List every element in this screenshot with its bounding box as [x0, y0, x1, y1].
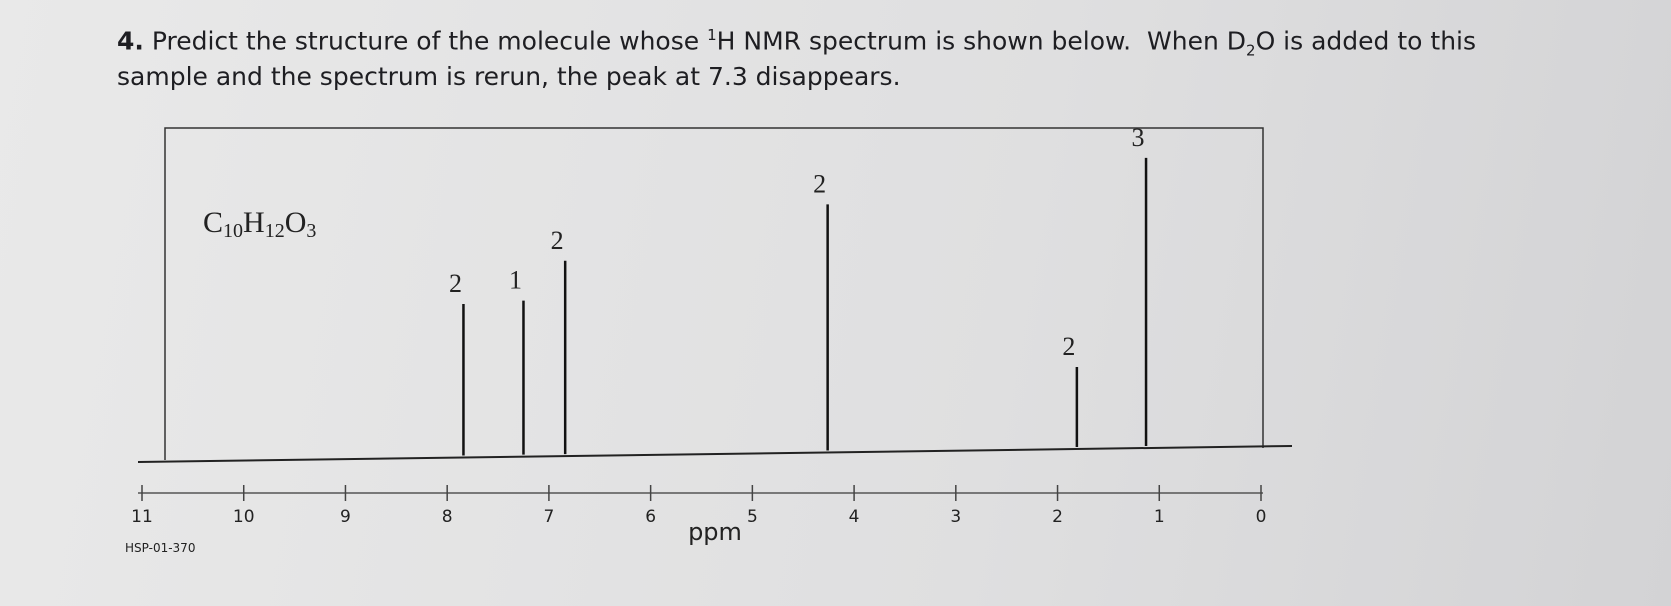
formula-sub: 12: [265, 220, 285, 242]
integration-label: 3: [1132, 123, 1145, 152]
subscript: 2: [1246, 41, 1256, 60]
formula-sub: 3: [306, 220, 316, 242]
x-tick-label: 4: [849, 507, 860, 527]
x-tick-label: 3: [950, 507, 961, 527]
integration-label: 2: [449, 269, 462, 298]
x-tick-label: 5: [747, 507, 758, 527]
x-tick-label: 1: [1154, 507, 1165, 527]
superscript: 1: [707, 26, 717, 44]
integration-label: 2: [551, 226, 564, 255]
question-line: sample and the spectrum is rerun, the pe…: [117, 62, 901, 91]
text: O is added to this: [1255, 26, 1477, 56]
x-tick-label: 8: [442, 507, 453, 527]
baseline: [137, 445, 1293, 463]
x-tick-label: 11: [131, 507, 153, 527]
x-tick-label: 2: [1052, 507, 1063, 527]
text: H NMR spectrum is shown below. When D: [716, 26, 1247, 56]
x-tick-label: 6: [645, 507, 656, 527]
frame: [164, 127, 1264, 460]
text: Predict the structure of the molecule wh…: [151, 26, 708, 56]
formula-part: H: [243, 206, 265, 239]
x-tick-label: 0: [1256, 507, 1267, 527]
formula-part: O: [285, 206, 307, 239]
question-line: 4. Predict the structure of the molecule…: [117, 26, 1476, 59]
x-axis-label: ppm: [688, 518, 742, 546]
x-tick-label: 10: [233, 507, 255, 527]
integration-label: 1: [509, 266, 522, 295]
integration-label: 2: [813, 169, 826, 198]
integration-label: 2: [1062, 332, 1075, 361]
x-tick-label: 9: [340, 507, 351, 527]
formula-part: C: [203, 206, 223, 239]
formula: C10H12O3: [203, 206, 316, 242]
formula-sub: 10: [223, 220, 243, 242]
spectrum-code: HSP-01-370: [125, 541, 195, 555]
x-tick-label: 7: [543, 507, 554, 527]
question-number: 4.: [117, 26, 144, 56]
